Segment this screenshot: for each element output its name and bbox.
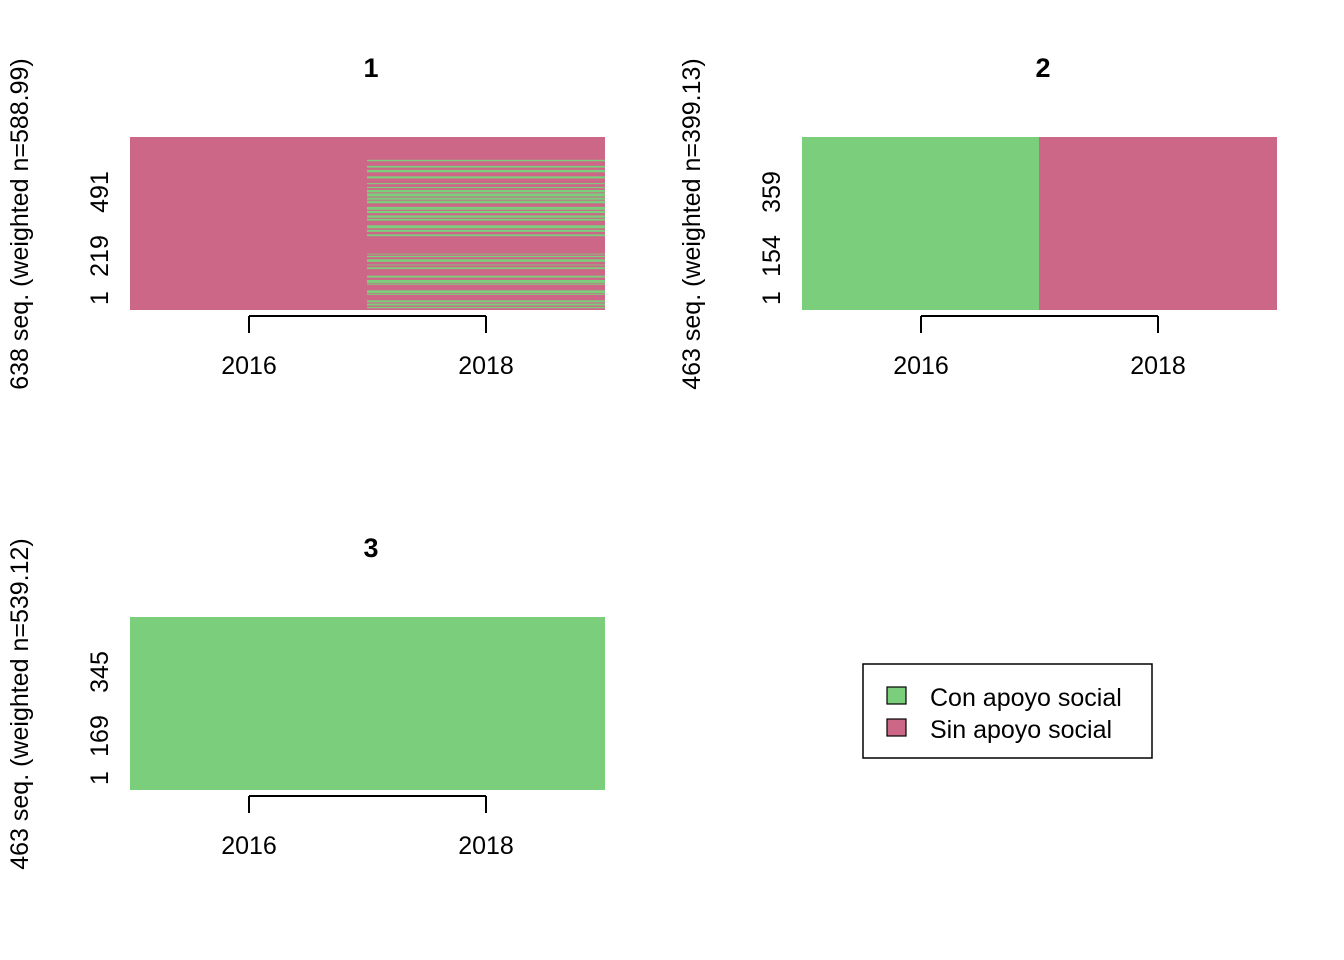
panel-3-period-2018 bbox=[367, 617, 605, 790]
panel-1-stripe-25 bbox=[367, 290, 605, 294]
panel-1-stripe-23 bbox=[367, 279, 605, 283]
panel-3: 3 463 seq. (weighted n=539.12) 1 169 345… bbox=[6, 533, 605, 870]
panel-1-stripe-0 bbox=[367, 159, 605, 162]
panel-1-stripe-26 bbox=[367, 293, 605, 295]
legend-swatch-sin bbox=[886, 718, 907, 737]
panel-1-title: 1 bbox=[363, 53, 378, 83]
panel-1-stripe-6 bbox=[367, 189, 605, 193]
panel-2-title: 2 bbox=[1035, 53, 1050, 83]
panel-1-stripes bbox=[367, 159, 605, 309]
legend-swatch-con bbox=[886, 686, 907, 705]
panel-1-stripe-29 bbox=[367, 306, 605, 309]
panel-1-stripe-3 bbox=[367, 176, 605, 179]
panel-2-xtick-2016: 2016 bbox=[893, 352, 949, 380]
panel-1-stripe-19 bbox=[367, 259, 605, 262]
legend-label-sin: Sin apoyo social bbox=[930, 716, 1112, 744]
panel-1-ylabel: 638 seq. (weighted n=588.99) bbox=[6, 58, 34, 390]
panel-1-ytick-219: 219 bbox=[86, 235, 114, 277]
panel-1: 1 638 seq. (weighted n=588.99) 1 219 491… bbox=[6, 53, 605, 390]
panel-1-stripe-11 bbox=[367, 210, 605, 214]
panel-1-stripe-10 bbox=[367, 206, 605, 210]
panel-1-ytick-1: 1 bbox=[86, 291, 114, 305]
panel-3-x-axis-line bbox=[248, 795, 487, 813]
panel-1-stripe-28 bbox=[367, 303, 605, 306]
panel-1-stripe-24 bbox=[367, 283, 605, 285]
panel-1-stripe-21 bbox=[367, 267, 605, 270]
panel-2-y-axis: 1 154 359 bbox=[758, 171, 786, 305]
panel-1-stripe-22 bbox=[367, 275, 605, 278]
panel-2-x-axis: 2016 2018 bbox=[893, 315, 1186, 380]
panel-1-stripe-12 bbox=[367, 215, 605, 218]
panel-3-xtick-2018: 2018 bbox=[458, 832, 514, 860]
panel-3-xtick-2016: 2016 bbox=[221, 832, 277, 860]
panel-1-stripe-8 bbox=[367, 197, 605, 200]
panel-3-ytick-169: 169 bbox=[86, 715, 114, 757]
panel-1-x-axis: 2016 2018 bbox=[221, 315, 514, 380]
panel-2: 2 463 seq. (weighted n=399.13) 1 154 359… bbox=[678, 53, 1277, 390]
panel-2-ytick-359: 359 bbox=[758, 171, 786, 213]
panel-2-ytick-154: 154 bbox=[758, 235, 786, 277]
panel-1-stripe-5 bbox=[367, 186, 605, 189]
panel-3-x-axis: 2016 2018 bbox=[221, 795, 514, 860]
panel-1-stripe-9 bbox=[367, 200, 605, 204]
panel-1-stripe-7 bbox=[367, 193, 605, 197]
panel-2-period-2018 bbox=[1039, 137, 1277, 310]
panel-2-period-2016 bbox=[802, 137, 1039, 310]
panel-1-stripe-1 bbox=[367, 165, 605, 168]
panel-1-stripe-20 bbox=[367, 264, 605, 266]
panel-1-period-2016 bbox=[130, 137, 367, 310]
panel-3-title: 3 bbox=[363, 533, 378, 563]
legend-label-con: Con apoyo social bbox=[930, 684, 1122, 712]
panel-2-x-axis-line bbox=[920, 315, 1159, 333]
panel-1-ytick-491: 491 bbox=[86, 171, 114, 213]
panel-2-ylabel: 463 seq. (weighted n=399.13) bbox=[678, 58, 706, 390]
panel-2-xtick-2018: 2018 bbox=[1130, 352, 1186, 380]
panel-1-y-axis: 1 219 491 bbox=[86, 171, 114, 305]
panel-1-stripe-2 bbox=[367, 169, 605, 173]
panel-1-stripe-14 bbox=[367, 225, 605, 229]
panel-1-stripe-18 bbox=[367, 255, 605, 258]
panel-1-xtick-2016: 2016 bbox=[221, 352, 277, 380]
legend: Con apoyo social Sin apoyo social bbox=[862, 663, 1153, 759]
panel-3-period-2016 bbox=[130, 617, 367, 790]
panel-1-stripe-4 bbox=[367, 183, 605, 185]
panel-1-x-axis-line bbox=[248, 315, 487, 333]
panel-1-stripe-27 bbox=[367, 300, 605, 303]
panel-2-ytick-1: 1 bbox=[758, 291, 786, 305]
panel-1-stripe-13 bbox=[367, 218, 605, 221]
panel-1-stripe-16 bbox=[367, 234, 605, 237]
panel-1-stripe-15 bbox=[367, 229, 605, 232]
panel-3-ytick-345: 345 bbox=[86, 651, 114, 693]
panel-3-ytick-1: 1 bbox=[86, 771, 114, 785]
panel-3-y-axis: 1 169 345 bbox=[86, 651, 114, 785]
panel-1-xtick-2018: 2018 bbox=[458, 352, 514, 380]
legend-box bbox=[862, 663, 1153, 759]
panel-1-stripe-17 bbox=[367, 253, 605, 255]
panel-3-ylabel: 463 seq. (weighted n=539.12) bbox=[6, 538, 34, 870]
